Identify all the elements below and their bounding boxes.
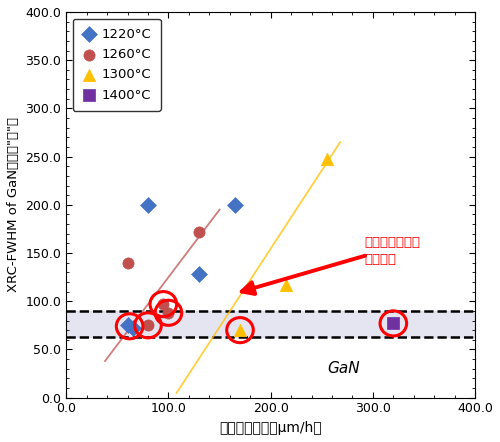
Y-axis label: XRC-FWHM of GaN（角度"秒"）: XRC-FWHM of GaN（角度"秒"） — [7, 117, 20, 292]
1260°C — [160, 301, 168, 308]
1220°C — [231, 201, 239, 208]
1300°C — [323, 155, 331, 162]
1260°C — [144, 322, 152, 329]
1220°C — [124, 322, 132, 329]
1300°C — [282, 281, 290, 288]
1400°C — [390, 320, 398, 327]
X-axis label: 晶体生长速度（μm/h）: 晶体生长速度（μm/h） — [220, 421, 322, 435]
1260°C — [164, 309, 172, 316]
Text: GaN: GaN — [327, 362, 360, 377]
Bar — [66, 311, 475, 337]
Text: 兼顾生长速度和
结晶品质: 兼顾生长速度和 结晶品质 — [364, 236, 420, 266]
Legend: 1220°C, 1260°C, 1300°C, 1400°C: 1220°C, 1260°C, 1300°C, 1400°C — [73, 19, 161, 111]
1220°C — [195, 271, 203, 278]
1220°C — [128, 325, 136, 332]
1300°C — [236, 327, 244, 334]
1260°C — [195, 228, 203, 235]
1220°C — [144, 201, 152, 208]
1260°C — [124, 259, 132, 266]
